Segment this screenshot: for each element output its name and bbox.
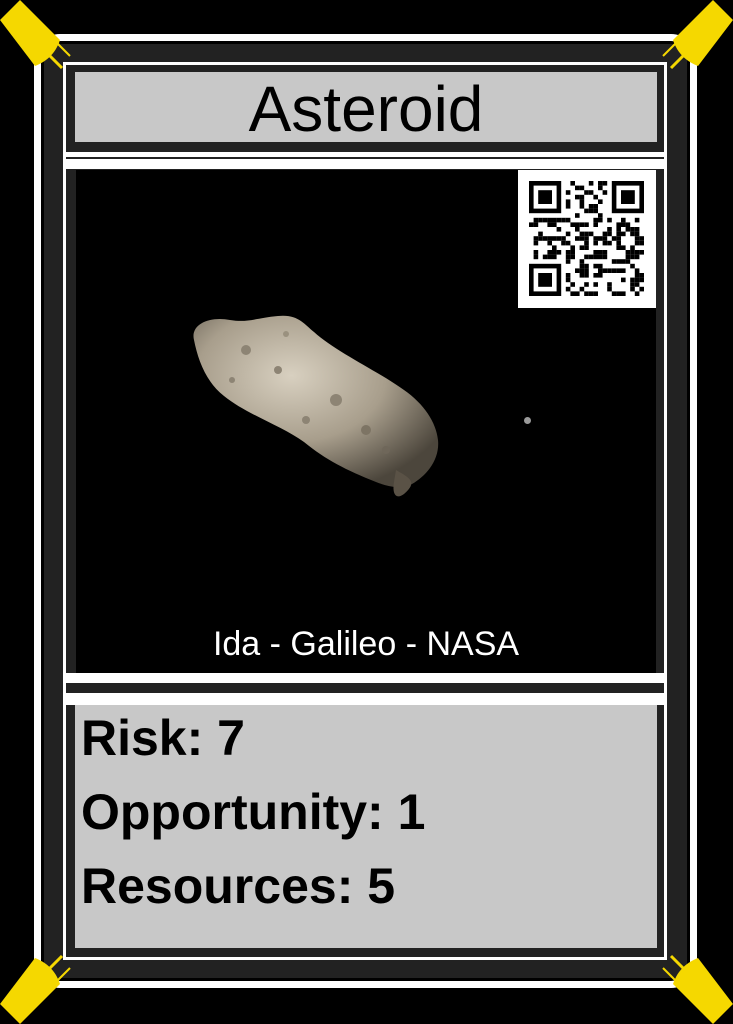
divider [63, 152, 667, 157]
card-outer-border [34, 34, 697, 988]
qr-code[interactable] [518, 170, 656, 308]
resources-stat: Resources: 5 [81, 858, 396, 914]
asteroid-image [193, 315, 439, 497]
satellite-dish-icon [662, 954, 733, 1024]
card-title: Asteroid [248, 73, 484, 145]
card-image: Ida - Galileo - NASA [76, 170, 656, 673]
satellite-dish-icon [662, 0, 733, 70]
card-title-box: Asteroid [75, 72, 657, 142]
satellite-dish-icon [0, 954, 71, 1024]
dactyl-moon [524, 417, 531, 424]
qr-code-icon [529, 181, 644, 296]
satellite-dish-icon [0, 0, 71, 70]
risk-stat: Risk: 7 [81, 710, 245, 766]
image-bottom-border [63, 673, 667, 683]
stats-panel: Risk: 7 Opportunity: 1 Resources: 5 [75, 705, 657, 948]
opportunity-stat: Opportunity: 1 [81, 784, 426, 840]
image-top-border [63, 159, 667, 169]
image-caption: Ida - Galileo - NASA [212, 625, 520, 663]
card-inner-border [63, 62, 667, 960]
stats-top-border [63, 693, 667, 705]
